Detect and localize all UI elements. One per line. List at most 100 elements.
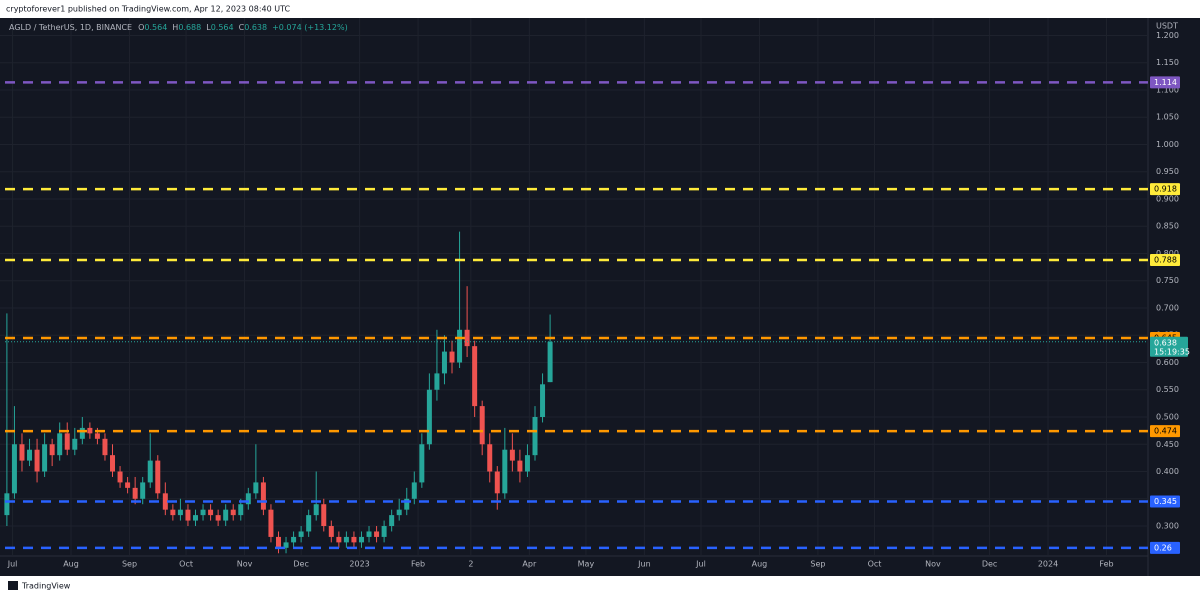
candle-body — [509, 449, 515, 461]
candle-body — [94, 433, 100, 439]
candle-body — [57, 433, 63, 456]
candle-body — [404, 498, 410, 510]
x-tick-label: Jul — [7, 560, 18, 569]
y-tick-label: 1.100 — [1156, 85, 1179, 94]
candle-body — [328, 526, 334, 537]
candle-body — [223, 509, 229, 521]
candle-body — [4, 493, 10, 516]
candle-body — [27, 449, 33, 461]
x-tick-label: Feb — [411, 560, 425, 569]
level-label: 0.26 — [1154, 543, 1172, 552]
candle-body — [72, 438, 78, 450]
y-tick-label: 1.000 — [1156, 140, 1179, 149]
candle-body — [19, 444, 25, 461]
y-tick-label: 0.300 — [1156, 522, 1179, 531]
brand: TradingView — [21, 582, 71, 591]
y-tick-label: 1.050 — [1156, 113, 1179, 122]
candle-body — [464, 329, 470, 347]
y-tick-label: 0.850 — [1156, 222, 1179, 231]
ohlc-value: 0.688 — [178, 23, 201, 32]
candle-body — [102, 438, 108, 456]
y-tick-label: 0.800 — [1156, 249, 1179, 258]
candle-body — [87, 427, 93, 434]
ohlc-label: O — [138, 23, 144, 32]
y-tick-label: 0.750 — [1156, 276, 1179, 285]
candle-body — [441, 351, 447, 374]
price-axis: 0.3000.3500.4000.4500.5000.5500.6000.650… — [7, 31, 1190, 569]
candle-body — [185, 509, 191, 521]
ohlc-label: L — [206, 23, 211, 32]
candle-body — [381, 526, 387, 537]
candle-body — [487, 444, 493, 472]
candle-body — [268, 509, 274, 537]
x-tick-label: Sep — [122, 560, 137, 569]
y-tick-label: 1.200 — [1156, 31, 1179, 40]
candle-body — [419, 444, 425, 483]
candle-body — [208, 509, 214, 516]
candle-body — [449, 351, 455, 363]
x-tick-label: Oct — [868, 560, 882, 569]
y-tick-label: 0.900 — [1156, 194, 1179, 203]
x-tick-label: Dec — [293, 560, 308, 569]
level-label-box — [1150, 76, 1180, 89]
candle-body — [238, 504, 244, 516]
candle-body — [275, 536, 281, 548]
ohlc-label: C — [239, 23, 245, 32]
candle-body — [479, 406, 485, 445]
candle-body — [524, 455, 530, 472]
candle-body — [396, 509, 402, 516]
candle-body — [313, 504, 319, 516]
legend-line: AGLD / TetherUS, 1D, BINANCE O0.564 H0.688… — [9, 23, 348, 32]
candle-body — [374, 531, 380, 537]
x-tick-label: Aug — [63, 560, 79, 569]
y-tick-label: 0.700 — [1156, 303, 1179, 312]
candle-body — [11, 444, 17, 494]
candle-body — [125, 482, 131, 488]
candle-body — [155, 460, 161, 494]
brand-logo — [8, 581, 18, 590]
y-tick-label: 0.550 — [1156, 385, 1179, 394]
level-label-box — [1150, 425, 1180, 438]
top-bar — [0, 0, 1200, 18]
symbol: AGLD / TetherUS, 1D, BINANCE — [9, 23, 132, 32]
plot — [4, 81, 1148, 554]
candle-body — [358, 536, 364, 543]
candle-body — [532, 417, 538, 456]
candle-body — [517, 460, 523, 472]
level-label-box — [1150, 495, 1180, 508]
level-label: 0.788 — [1154, 256, 1177, 265]
y-tick-label: 0.450 — [1156, 440, 1179, 449]
x-tick-label: 2 — [468, 560, 473, 569]
candle-body — [547, 341, 553, 383]
candle-body — [253, 482, 259, 494]
ohlc-label: H — [172, 23, 178, 32]
candle-body — [434, 373, 440, 390]
ohlc-value: 0.638 — [244, 23, 267, 32]
x-tick-label: Jun — [637, 560, 651, 569]
candle-body — [411, 482, 417, 499]
x-tick-label: 2023 — [349, 560, 369, 569]
level-label: 0.345 — [1154, 497, 1177, 506]
ohlc-value: 0.564 — [211, 23, 234, 32]
level-label: 0.474 — [1154, 427, 1177, 436]
published-note: cryptoforever1 published on TradingView.… — [6, 5, 291, 14]
x-tick-label: Feb — [1099, 560, 1113, 569]
y-tick-label: 0.600 — [1156, 358, 1179, 367]
candle-body — [245, 493, 251, 505]
candle-body — [283, 542, 289, 548]
candle-body — [42, 444, 48, 472]
ohlc-value: 0.564 — [144, 23, 167, 32]
candle-body — [336, 536, 342, 543]
x-tick-label: Oct — [179, 560, 193, 569]
level-label-box — [1150, 541, 1180, 554]
x-tick-label: Aug — [752, 560, 768, 569]
candle-body — [472, 346, 478, 407]
candle-body — [351, 536, 357, 543]
candle-body — [260, 482, 266, 510]
candle-body — [162, 493, 168, 510]
candle-body — [457, 329, 463, 363]
candle-body — [343, 536, 349, 543]
x-tick-label: Nov — [237, 560, 253, 569]
level-label: 0.918 — [1154, 185, 1177, 194]
candle-body — [117, 471, 123, 483]
